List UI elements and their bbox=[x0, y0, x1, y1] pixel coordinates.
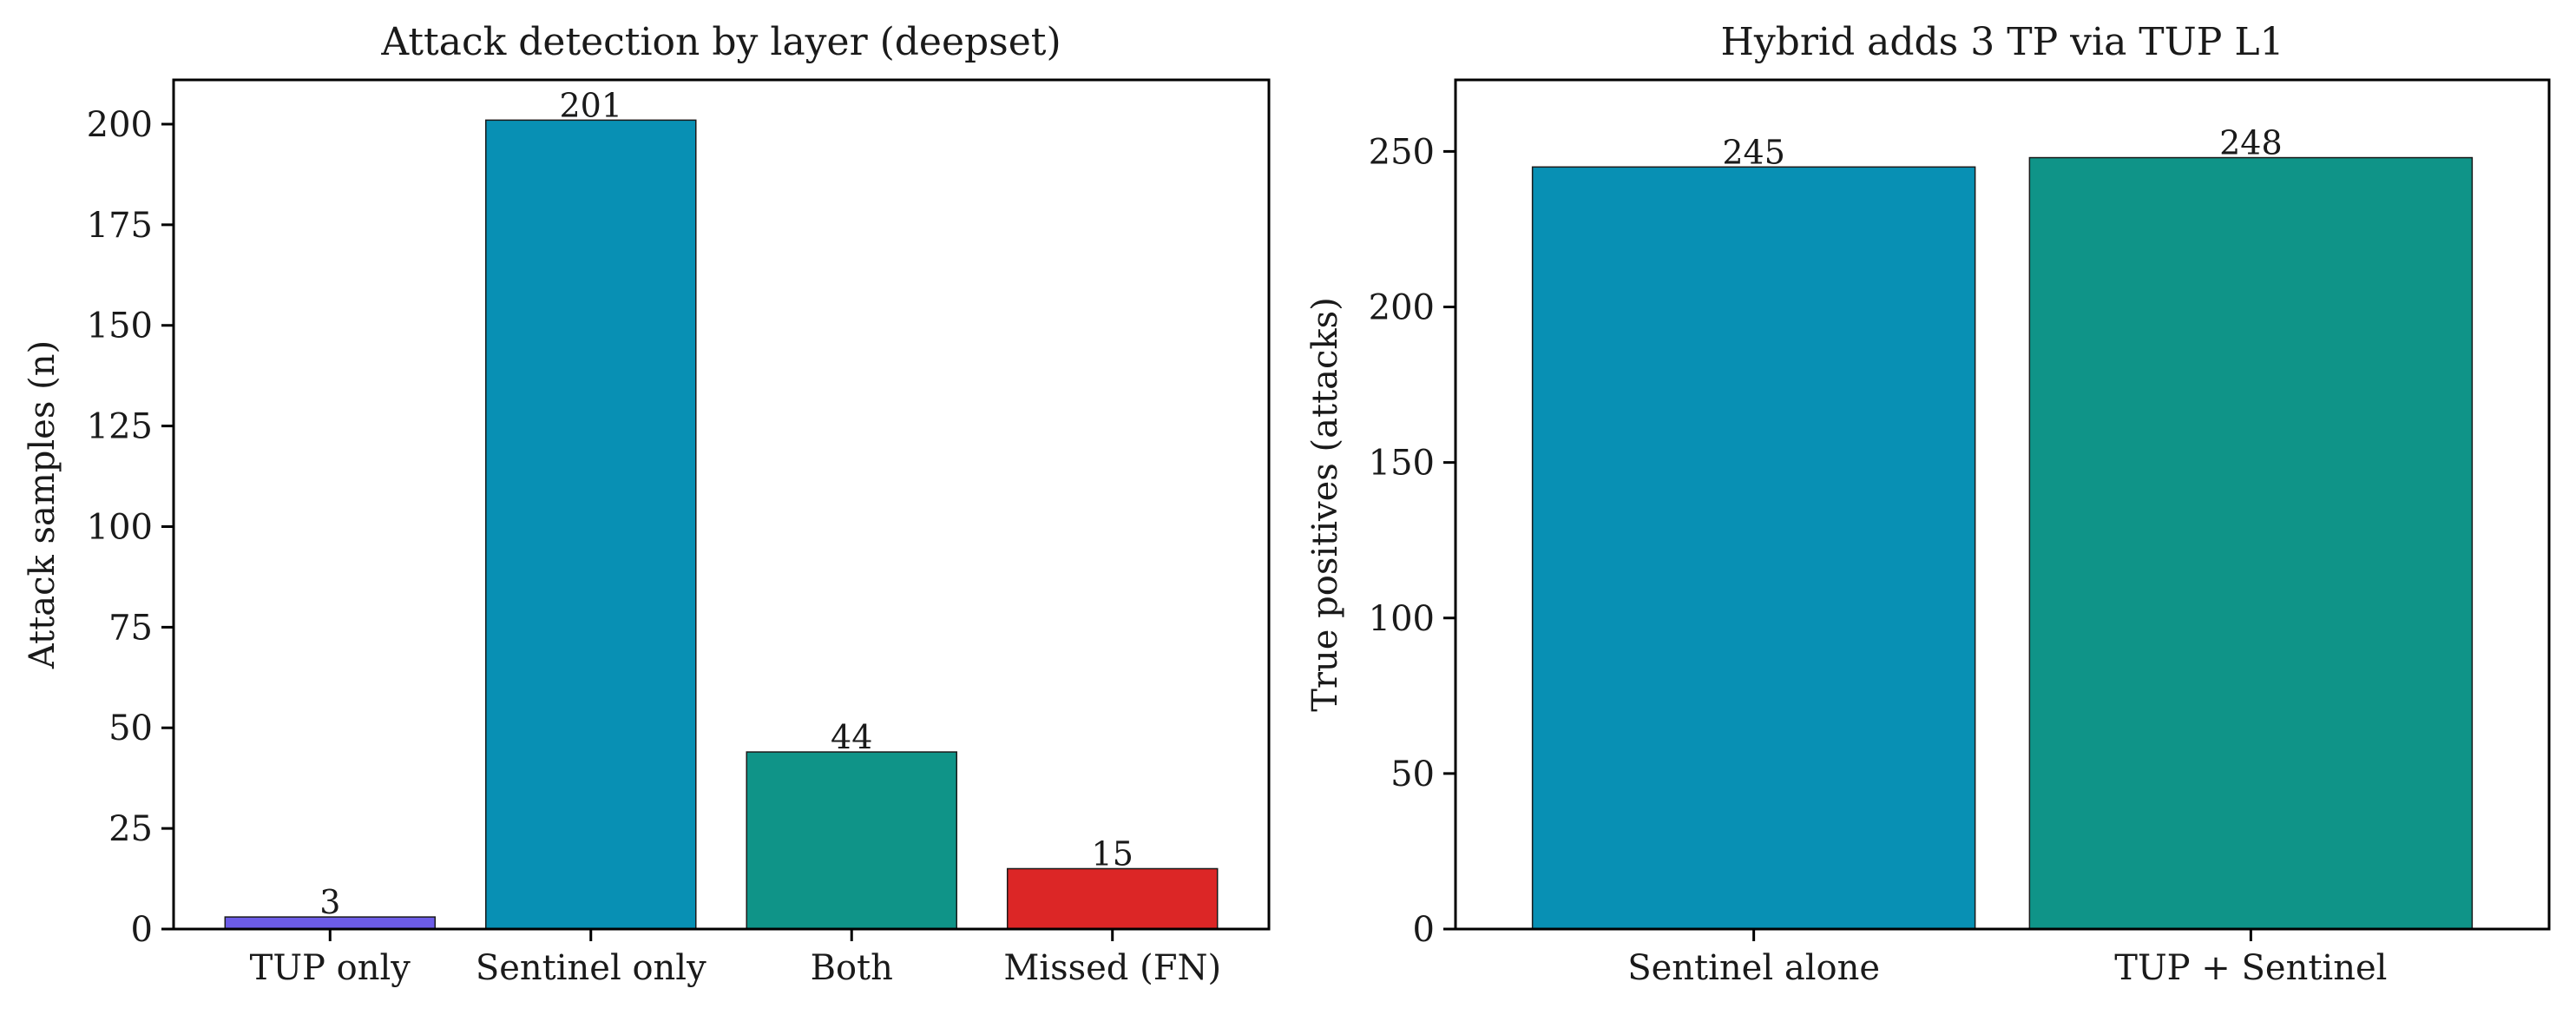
axes-frame bbox=[1454, 78, 2551, 931]
axes-frame bbox=[172, 78, 1271, 931]
y-tick-label: 150 bbox=[1369, 444, 1435, 484]
x-tick-label: TUP only bbox=[250, 948, 411, 988]
y-tick-label: 75 bbox=[108, 608, 153, 648]
y-tick-label: 200 bbox=[1369, 288, 1435, 328]
data-label: 201 bbox=[559, 86, 622, 124]
data-label: 245 bbox=[1722, 133, 1785, 171]
y-tick-label: 100 bbox=[87, 507, 153, 547]
bar bbox=[1006, 867, 1219, 930]
data-label: 3 bbox=[319, 883, 340, 921]
y-tick-label: 50 bbox=[1390, 755, 1435, 794]
bar bbox=[746, 751, 957, 930]
x-tick-label: Sentinel alone bbox=[1627, 948, 1880, 988]
y-tick-label: 0 bbox=[1413, 910, 1435, 950]
data-label: 15 bbox=[1092, 834, 1134, 873]
bar bbox=[485, 119, 697, 930]
x-tick-label: TUP + Sentinel bbox=[2114, 948, 2387, 988]
y-tick-label: 25 bbox=[108, 809, 153, 849]
x-tick-label: Both bbox=[811, 948, 893, 988]
chart-title: Hybrid adds 3 TP via TUP L1 bbox=[1720, 20, 2284, 64]
chart-hybrid-tp: Hybrid adds 3 TP via TUP L1 True positive… bbox=[1305, 20, 2551, 988]
y-tick-label: 200 bbox=[87, 105, 153, 145]
y-tick-label: 0 bbox=[131, 910, 153, 950]
y-tick-label: 250 bbox=[1369, 132, 1435, 172]
y-tick-label: 100 bbox=[1369, 599, 1435, 639]
bar bbox=[1531, 166, 1976, 930]
y-tick-label: 50 bbox=[108, 709, 153, 748]
y-tick-label: 150 bbox=[87, 306, 153, 346]
bar bbox=[2028, 156, 2474, 930]
chart-title: Attack detection by layer (deepset) bbox=[380, 20, 1061, 64]
data-label: 248 bbox=[2219, 124, 2283, 162]
y-tick-label: 175 bbox=[87, 206, 153, 246]
y-axis-label: True positives (attacks) bbox=[1305, 297, 1345, 712]
x-tick-label: Sentinel only bbox=[476, 948, 706, 988]
x-tick-label: Missed (FN) bbox=[1003, 948, 1221, 988]
data-label: 44 bbox=[831, 718, 872, 756]
y-tick-label: 125 bbox=[87, 407, 153, 447]
chart-attack-detection: Attack detection by layer (deepset) Attac… bbox=[23, 20, 1271, 988]
y-axis-label: Attack samples (n) bbox=[23, 340, 62, 669]
